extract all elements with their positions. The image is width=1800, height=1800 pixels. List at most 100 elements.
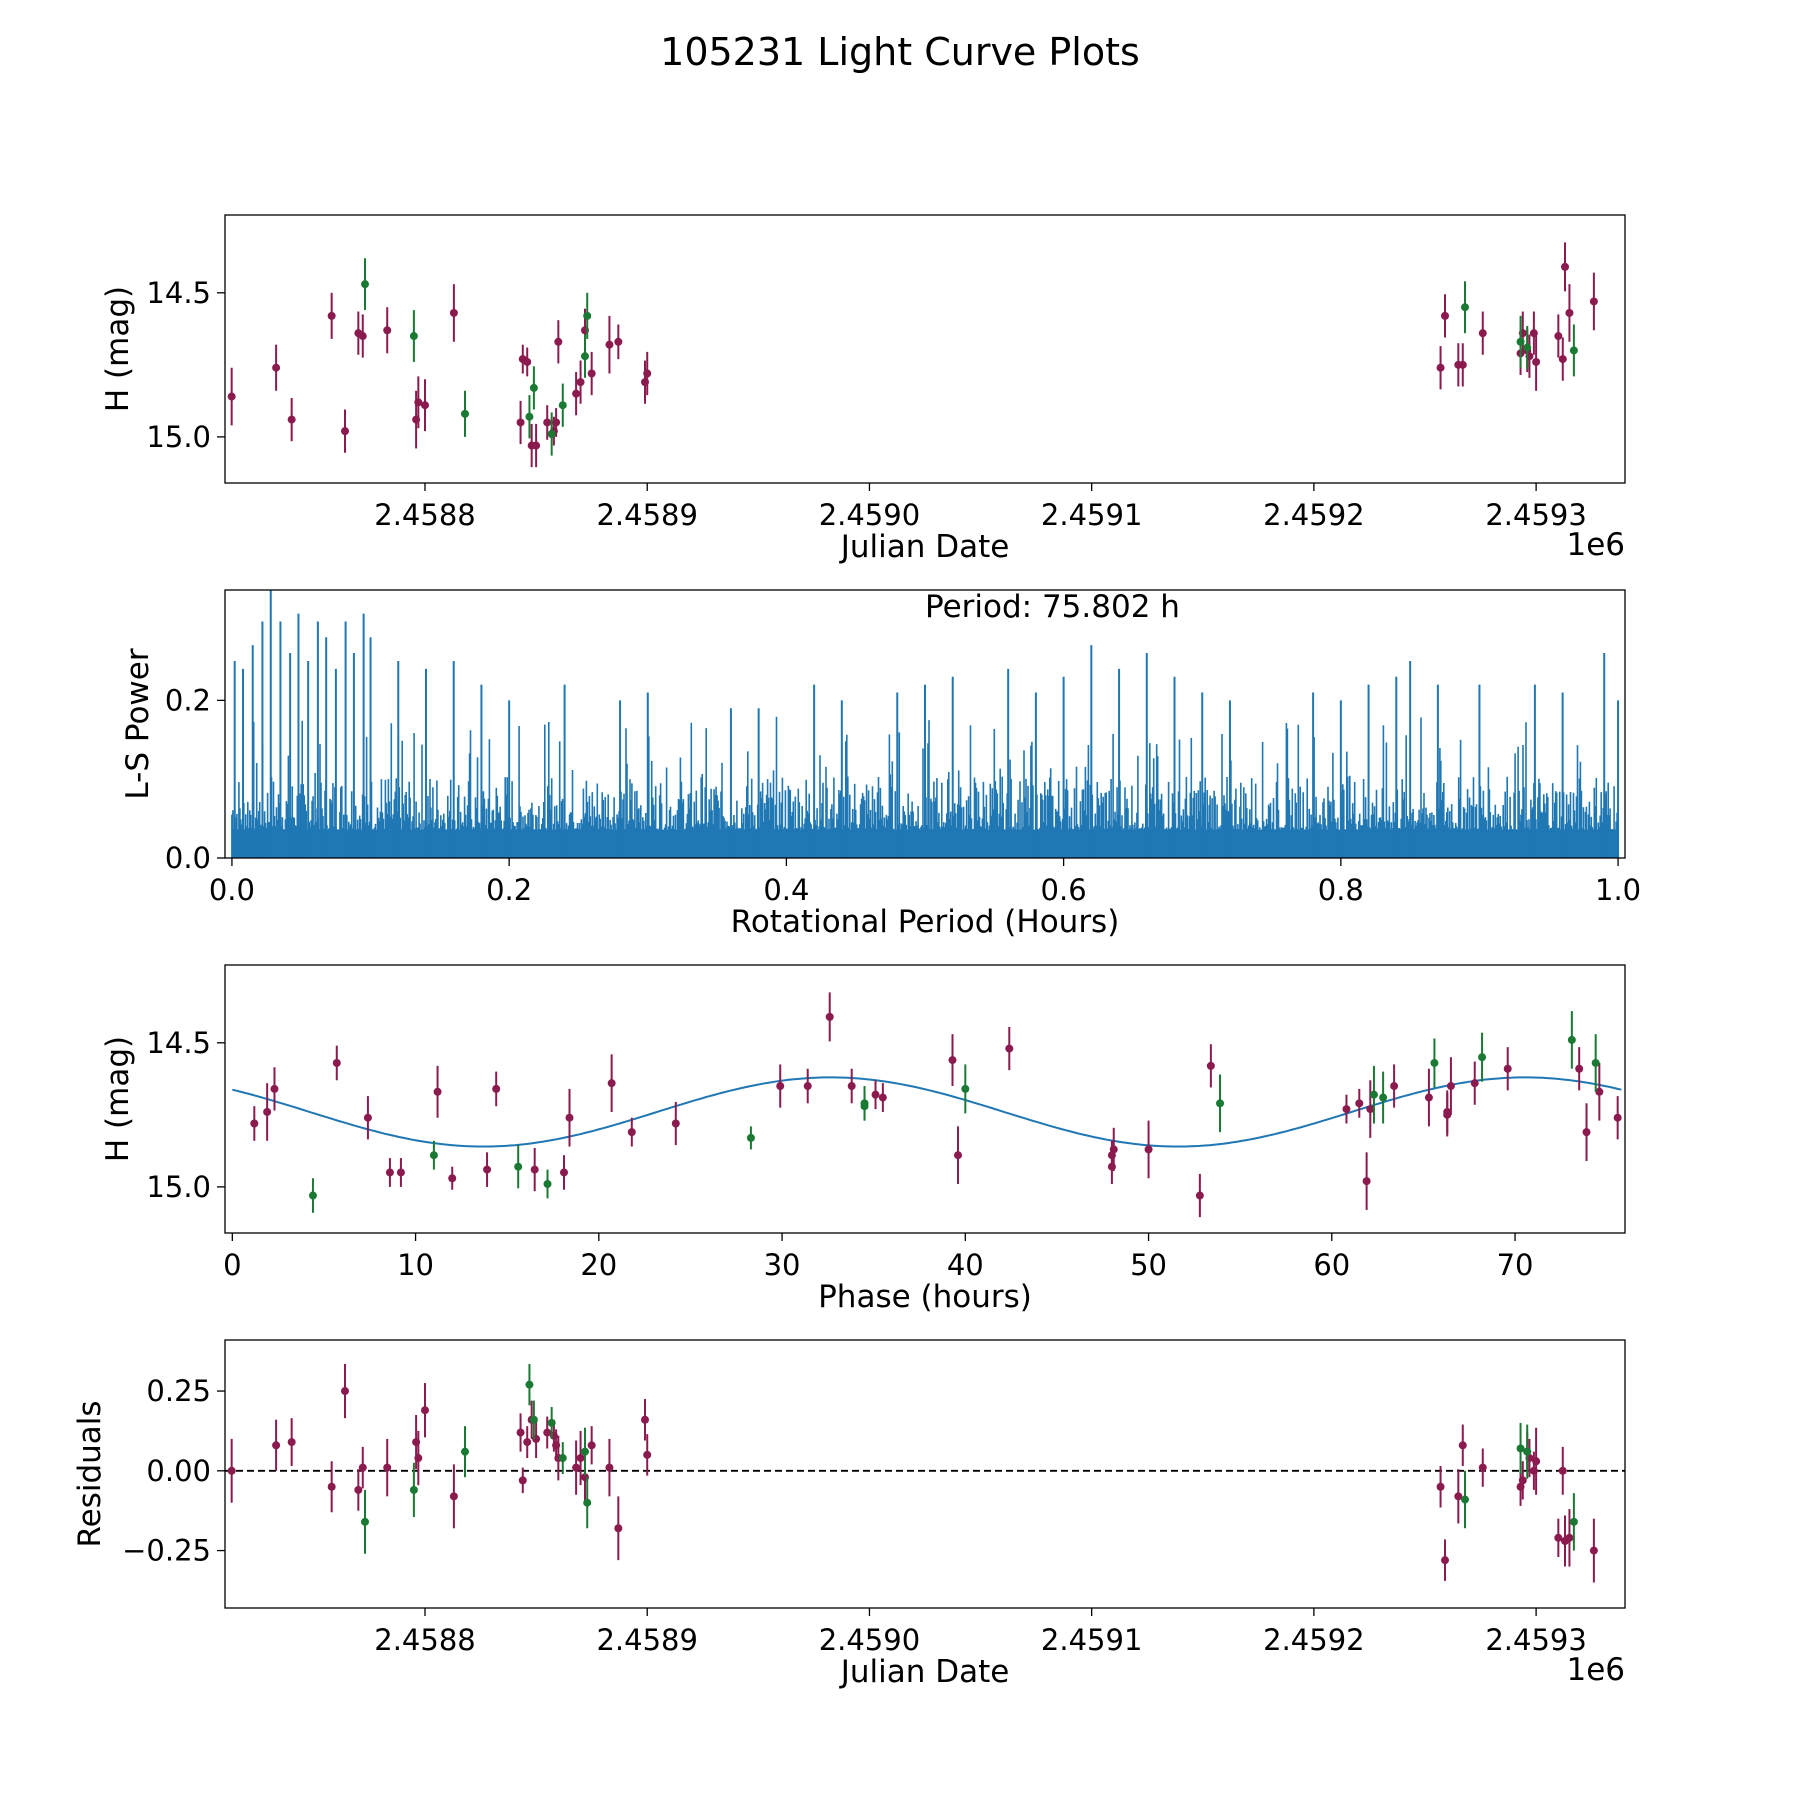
periodogram-x-ticks: 0.0 0.2 0.4 0.6 0.8 1.0 [209, 858, 1641, 907]
jd-plot-point-primary [1561, 262, 1569, 271]
phase-plot-point-primary [1446, 1082, 1455, 1091]
residuals-plot-point-secondary [1523, 1447, 1532, 1456]
jd-plot-point-primary [227, 392, 236, 401]
jd-plot-point-primary [523, 357, 532, 366]
phase-plot-x-tick-label: 70 [1497, 1248, 1534, 1282]
phase-plot-point-secondary [746, 1133, 755, 1142]
periodogram-x-tick-label: 0.2 [486, 873, 532, 907]
phase-plot-x-tick-label: 40 [947, 1248, 984, 1282]
residuals-plot-point-secondary [409, 1485, 418, 1494]
periodogram-x-axis-label: Rotational Period (Hours) [731, 904, 1120, 940]
residuals-plot-point-primary [358, 1463, 367, 1472]
jd-plot-point-primary [341, 427, 349, 436]
phase-plot-point-primary [1362, 1177, 1371, 1186]
phase-plot-point-primary [1109, 1145, 1118, 1154]
jd-plot-point-primary [287, 415, 296, 424]
jd-plot-point-primary [543, 418, 552, 427]
phase-plot-frame [224, 964, 1626, 1234]
jd-plot-point-primary [1630, 326, 1638, 334]
residuals-plot-point-primary [1630, 1521, 1638, 1529]
periodogram-marks [231, 590, 1620, 858]
residuals-plot-point-primary [587, 1441, 596, 1450]
jd-plot-y-tick-label: 14.5 [146, 276, 211, 310]
jd-plot-x-tick-label: 2.4588 [374, 498, 475, 532]
phase-plot-point-primary [847, 1082, 856, 1091]
phase-plot-point-primary [565, 1113, 574, 1122]
phase-plot-point-primary [363, 1113, 372, 1122]
phase-plot-point-secondary [1567, 1035, 1576, 1044]
phase-plot-point-secondary [1369, 1090, 1378, 1099]
phase-plot-point-primary [250, 1119, 259, 1128]
phase-x-ticks: 0 10 20 30 40 50 60 70 [223, 1233, 1534, 1282]
jd-plot-y-tick-label: 15.0 [146, 420, 211, 454]
residuals-plot-point-primary [576, 1454, 585, 1463]
periodogram-x-tick-label: 0.6 [1041, 873, 1087, 907]
residuals-plot-x-tick-label: 2.4591 [1041, 1623, 1142, 1657]
residuals-plot-point-primary [1639, 1515, 1647, 1523]
phase-plot-point-secondary [543, 1180, 552, 1189]
jd-plot-point-secondary [547, 430, 556, 439]
residuals-plot-point-primary [1589, 1546, 1598, 1555]
phase-plot-point-secondary [860, 1102, 869, 1111]
phase-plot-point-primary [1355, 1099, 1364, 1108]
figure-title: 105231 Light Curve Plots [660, 30, 1140, 74]
jd-plot-x-tick-label: 2.4591 [1041, 498, 1142, 532]
periodogram-x-tick-label: 0.0 [209, 873, 255, 907]
phase-plot-area [232, 992, 1622, 1218]
jd-plot-point-primary [614, 337, 623, 346]
jd-plot-point-primary [587, 369, 596, 378]
jd-plot-point-secondary [529, 383, 538, 392]
phase-plot-point-primary [1582, 1128, 1591, 1137]
jd-plot-point-primary [643, 369, 652, 378]
jd-x-ticks: 2.4588 2.4589 2.4590 2.4591 2.4592 2.4593 [374, 483, 1587, 532]
phase-plot-fit-curve [232, 1076, 1622, 1148]
jd-plot-frame [224, 214, 1626, 484]
residuals-plot-x-tick-label: 2.4593 [1485, 1623, 1586, 1657]
jd-plot-point-primary [572, 389, 581, 398]
periodogram-x-tick-label: 0.4 [763, 873, 809, 907]
residuals-plot-y-tick-label: 0.25 [146, 1374, 211, 1408]
phase-plot-point-primary [530, 1165, 539, 1174]
phase-plot-y-tick-label: 14.5 [146, 1026, 211, 1060]
phase-plot-point-secondary [1591, 1058, 1600, 1067]
phase-plot-point-primary [627, 1128, 636, 1137]
periodogram-frame [224, 589, 1626, 859]
periodogram-plot: 0.0 0.2 0.4 0.6 0.8 1.0 0.0 0.2 Period: 75.802… [120, 589, 1641, 940]
period-annotation: Period: 75.802 h [925, 589, 1180, 625]
phase-plot-x-tick-label: 20 [580, 1248, 617, 1282]
periodogram-y-axis-label: L-S Power [120, 648, 156, 799]
jd-plot-point-primary [383, 326, 392, 335]
phase-plot-point-primary [492, 1084, 501, 1093]
periodogram-y-ticks: 0.0 0.2 [165, 683, 225, 875]
phase-plot-point-primary [776, 1082, 785, 1091]
residuals-x-offset-label: 1e6 [1566, 1652, 1625, 1688]
residuals-plot-point-secondary [1461, 1495, 1469, 1504]
residuals-plot-point-primary [523, 1438, 532, 1447]
jd-plot-point-primary [516, 418, 525, 427]
residuals-plot-point-primary [516, 1428, 525, 1437]
jd-plot-point-secondary [1523, 343, 1532, 352]
residuals-plot-point-primary [327, 1482, 336, 1491]
phase-plot-point-primary [607, 1079, 616, 1088]
residuals-plot-point-primary [518, 1476, 527, 1485]
jd-plot-point-secondary [409, 332, 418, 341]
residuals-plot-point-primary [1558, 1466, 1567, 1475]
jd-plot-point-primary [1554, 332, 1563, 341]
periodogram-y-tick-label: 0.2 [165, 683, 211, 717]
jd-plot-point-primary [1565, 308, 1574, 317]
residuals-plot: 2.4588 2.4589 2.4590 2.4591 2.4592 2.4593 0.2… [72, 1339, 1647, 1690]
residuals-plot-point-primary [1441, 1556, 1449, 1565]
residuals-plot-point-primary [354, 1485, 363, 1494]
residuals-plot-point-primary [227, 1466, 236, 1475]
phase-plot-point-primary [1595, 1087, 1604, 1096]
phase-plot-marks [232, 992, 1622, 1218]
phase-plot-point-primary [1390, 1082, 1399, 1091]
phase-plot-point-primary [433, 1087, 442, 1096]
residuals-plot-y-tick-label: 0.00 [146, 1454, 211, 1488]
residuals-plot-point-secondary [547, 1418, 556, 1427]
residuals-plot-x-tick-label: 2.4592 [1263, 1623, 1364, 1657]
phase-plot-point-primary [878, 1093, 887, 1102]
residuals-plot-point-secondary [1569, 1517, 1578, 1526]
phase-plot-point-primary [483, 1165, 492, 1174]
jd-plot-point-primary [1589, 297, 1598, 306]
